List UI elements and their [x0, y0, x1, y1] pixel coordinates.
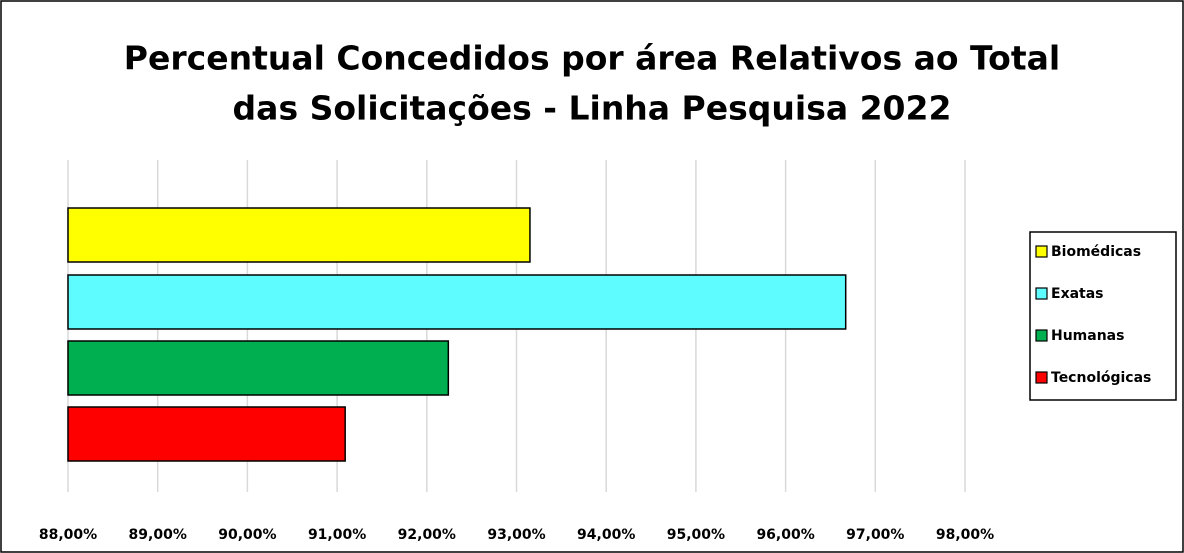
x-tick-label: 94,00%	[577, 527, 635, 543]
x-tick-label: 89,00%	[129, 527, 187, 543]
bar	[67, 406, 346, 462]
legend-swatch	[1035, 287, 1048, 300]
legend-label: Humanas	[1051, 328, 1124, 344]
legend-box	[1029, 231, 1177, 401]
chart-title: Percentual Concedidos por área Relativos…	[124, 39, 1060, 78]
legend-label: Biomédicas	[1051, 244, 1141, 260]
bar	[67, 207, 531, 263]
legend-swatch	[1035, 371, 1048, 384]
bar	[67, 274, 847, 330]
x-tick-label: 97,00%	[846, 527, 904, 543]
legend-swatch	[1035, 329, 1048, 342]
x-tick-label: 91,00%	[308, 527, 366, 543]
x-tick-label: 93,00%	[487, 527, 545, 543]
x-tick-label: 95,00%	[667, 527, 725, 543]
x-tick-label: 92,00%	[398, 527, 456, 543]
legend-swatch	[1035, 245, 1048, 258]
x-tick-label: 90,00%	[218, 527, 276, 543]
legend-label: Exatas	[1051, 286, 1104, 302]
x-tick-label: 88,00%	[39, 527, 97, 543]
bar	[67, 340, 450, 396]
legend-label: Tecnológicas	[1051, 370, 1151, 386]
x-tick-label: 98,00%	[936, 527, 994, 543]
x-tick-label: 96,00%	[756, 527, 814, 543]
chart-title: das Solicitações - Linha Pesquisa 2022	[233, 89, 952, 128]
